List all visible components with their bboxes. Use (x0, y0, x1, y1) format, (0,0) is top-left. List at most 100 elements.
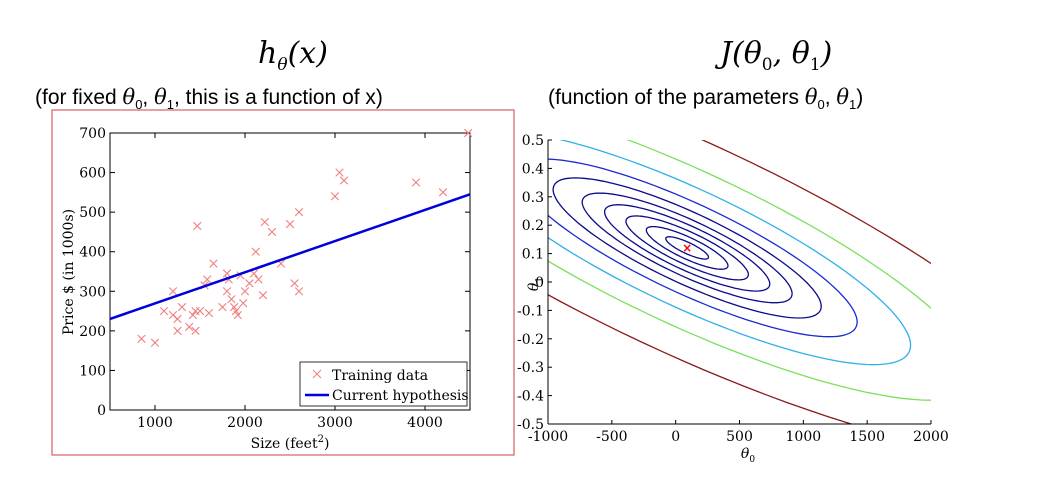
training-data-point (411, 178, 421, 187)
contour-y-axis-label: θ1 (526, 277, 545, 291)
right-title-open: (θ (732, 36, 762, 71)
scatter-legend: Training data Current hypothesis (299, 361, 469, 407)
minimum-marker: × (682, 241, 692, 255)
training-data-point (240, 287, 250, 296)
scatter-ticks: 1000 2000 3000 4000 0 100 200 300 400 500 600 700 (79, 126, 470, 431)
scatter-x-axis-label: Size (feet2) (251, 434, 330, 452)
contour-x-tick-label: -1000 (528, 429, 568, 445)
left-caption-theta0: θ (122, 85, 136, 109)
training-data-point (193, 221, 202, 231)
contour-y-tick-label: -0.5 (517, 417, 544, 433)
left-figure-frame (51, 109, 515, 456)
scatter-chart: 1000 2000 3000 4000 0 100 200 300 400 500 600 700 P… (61, 126, 473, 452)
training-data-point (195, 306, 205, 316)
training-data-point (251, 247, 260, 256)
legend-label-training: Training data (332, 368, 428, 384)
contour-y-tick-label: -0.2 (517, 332, 544, 348)
training-data-point (254, 275, 263, 284)
scatter-x-tick-label: 2000 (227, 415, 263, 431)
training-data-point (464, 128, 473, 138)
contour-level (548, 140, 912, 366)
contour-x-tick-label: 500 (726, 429, 753, 445)
training-data-point (222, 269, 232, 278)
left-caption-post: , this is a function of x) (173, 86, 383, 109)
right-caption-theta0: θ (804, 85, 818, 109)
training-data-point (294, 287, 304, 296)
training-data-point (173, 314, 182, 324)
training-data-point (209, 259, 218, 268)
training-data-point (335, 168, 344, 177)
training-data-point (204, 308, 214, 318)
training-data-point (260, 217, 269, 227)
contour-level (645, 225, 729, 270)
scatter-y-tick-label: 600 (79, 166, 106, 182)
legend-box (299, 361, 468, 407)
contour-level (603, 204, 771, 292)
scatter-x-axis-label-sup: 2 (318, 434, 324, 445)
training-data-point (168, 287, 178, 296)
scatter-y-tick-label: 200 (79, 324, 106, 340)
contour-y-axis-label-main: θ (526, 282, 542, 291)
scatter-y-tick-label: 500 (79, 205, 106, 221)
contour-y-tick-label: 0 (535, 275, 544, 291)
hypothesis-line (109, 193, 471, 321)
training-data-point (218, 302, 227, 312)
contour-x-axis-label-main: θ (741, 446, 750, 462)
training-data-point (258, 291, 268, 300)
contour-level (625, 215, 750, 281)
training-data-point (150, 338, 160, 347)
contour-chart: -1000 -500 0 500 1000 1500 2000 -0.5 -0.4 -0.3 -0.… (517, 133, 949, 465)
scatter-x-axis-label-close: ) (324, 436, 329, 452)
training-data-point (159, 306, 169, 316)
contour-y-tick-label: 0.5 (522, 133, 544, 149)
right-caption-sub0: 0 (817, 97, 825, 113)
contour-plot-area (548, 140, 931, 424)
contour-y-tick-label: -0.1 (517, 303, 544, 319)
right-title-sub1: 1 (809, 55, 821, 75)
left-caption-sub0: 0 (135, 97, 143, 113)
left-title-arg: (x) (287, 36, 328, 71)
right-title-sub0: 0 (761, 55, 773, 75)
left-title-sub: θ (277, 55, 288, 75)
scatter-x-tick-label: 1000 (137, 415, 173, 431)
contour-level (552, 177, 822, 319)
contour-y-tick-label: 0.3 (522, 190, 544, 206)
training-data-point (185, 322, 194, 332)
training-data-point (294, 207, 304, 217)
training-data-point (227, 295, 236, 304)
training-data-point (188, 310, 197, 320)
contour-x-tick-label: 1500 (849, 429, 885, 445)
training-data-point (285, 219, 295, 229)
contour-level (665, 236, 710, 260)
scatter-x-tick-label: 4000 (407, 415, 443, 431)
scatter-y-tick-label: 100 (79, 363, 106, 379)
contour-x-tick-label: 2000 (913, 429, 949, 445)
contour-x-tick-label: -500 (596, 429, 627, 445)
training-data-point (267, 227, 277, 237)
scatter-y-axis-label: Price $ (in 1000s) (61, 209, 77, 335)
right-title-close: ) (820, 36, 833, 71)
training-data-point (233, 310, 242, 320)
left-title-h: h (258, 36, 278, 71)
right-title: J(θ0, θ1) (720, 36, 832, 75)
training-data-point (177, 302, 187, 312)
legend-label-hypothesis: Current hypothesis (332, 388, 469, 404)
contour-ticks: -1000 -500 0 500 1000 1500 2000 -0.5 -0.4 -0.3 -0.… (517, 133, 949, 445)
left-title: hθ(x) (258, 36, 328, 75)
training-data-point (203, 275, 212, 284)
contour-y-tick-label: -0.4 (517, 389, 544, 405)
right-caption-sep: , (824, 86, 837, 109)
training-data-point (330, 192, 340, 201)
right-title-j: J (720, 36, 733, 71)
contour-x-tick-label: 1000 (786, 429, 822, 445)
contour-y-tick-label: 0.2 (522, 218, 544, 234)
left-caption-theta1: θ (154, 85, 167, 109)
scatter-x-tick-label: 3000 (317, 415, 353, 431)
contour-y-tick-label: 0.1 (522, 247, 544, 263)
contour-level (548, 140, 931, 424)
contour-y-tick-label: 0.4 (522, 161, 544, 177)
training-data-point (173, 326, 182, 336)
right-caption-sub1: 1 (849, 97, 857, 113)
scatter-x-axis-label-main: Size (feet (251, 436, 318, 452)
